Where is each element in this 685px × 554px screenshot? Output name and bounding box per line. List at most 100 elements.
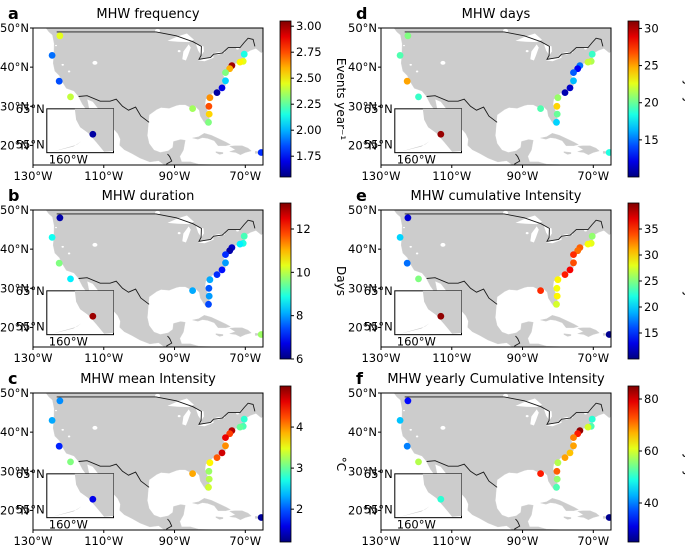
panel-e: 65°N 55°N 160°W 130°W 110°W 90°W 70°W 20°N 30°N 4… [348,186,685,365]
great-lake [182,409,191,426]
station-point [257,514,263,521]
country-border [78,277,150,305]
inset-station-point [437,495,445,503]
lake [421,13,427,18]
station-point [404,214,412,222]
inset-lon-160w: 160°W [49,518,88,532]
station-point [222,251,229,258]
great-lake [530,409,539,426]
inset-lat-55n: 55°N [364,503,393,517]
y-tick-label: 50°N [348,386,377,400]
station-point [222,442,229,450]
y-tick-label: 50°N [0,386,29,400]
great-lake [182,226,191,243]
station-point [205,467,213,475]
lake [409,428,412,431]
station-point [206,459,214,467]
station-point [403,259,411,267]
x-tick-label: 110°W [432,169,471,183]
map-frame [380,392,612,531]
station-point [189,287,197,294]
land-island [563,516,572,520]
great-lake [195,225,204,238]
panel-letter: e [356,186,367,205]
station-point [67,458,74,466]
x-tick-label: 130°W [13,169,52,183]
station-point [396,417,404,424]
panel-f: 65°N 55°N 160°W 130°W 110°W 90°W 70°W 20°N 30°N 4… [348,369,685,548]
y-tick-label: 30°N [348,281,377,295]
land-island [229,327,252,338]
colorbar-tick-label: 4 [296,420,303,434]
lake [440,60,446,65]
land-island [540,315,579,328]
x-tick-label: 90°W [507,351,539,365]
map-c [33,388,263,530]
inset-lat-65n: 65°N [364,102,393,116]
colorbar-tick-label: 2.50 [296,71,322,85]
panel-title: MHW cumulative Intensity [411,189,582,204]
y-tick-label: 30°N [348,99,377,113]
inset-lat-55n: 55°N [364,138,393,152]
lake [55,44,57,47]
colorbar-tick-label: 30 [644,248,659,262]
station-point [566,266,574,274]
x-tick-label: 130°W [361,534,400,548]
inset-lon-160w: 160°W [397,153,436,167]
station-point [553,102,561,110]
land-alaska [422,473,462,517]
inset-lat-55n: 55°N [16,138,45,152]
x-tick-label: 90°W [507,534,539,548]
inset-lon-160w: 160°W [397,335,436,349]
y-tick-label: 40°N [348,242,377,256]
station-point [55,259,63,267]
x-tick-label: 70°W [577,534,609,548]
station-point [240,50,248,58]
colorbar-tick-label: 2.25 [296,97,322,111]
colorbar-tick-label: 2.75 [296,45,322,59]
map-frame [380,209,612,348]
colorbar [627,202,640,360]
inset-station-point [89,495,97,503]
land-island [563,151,572,155]
panel-title: MHW duration [102,189,195,204]
colorbar-tick-label: 2.00 [296,123,322,137]
lake [479,205,485,209]
great-lake [530,44,539,61]
station-point [48,52,56,59]
lake [525,231,529,235]
station-point [56,397,64,405]
station-point [67,275,74,283]
station-point [584,423,592,431]
station-point [584,58,592,66]
lake [177,49,181,53]
y-tick-label: 40°N [348,425,377,439]
station-point [257,149,263,156]
x-tick-label: 70°W [229,351,261,365]
land-island [229,510,252,521]
lake [73,195,79,200]
station-point [554,94,562,102]
station-point [553,475,561,483]
station-point [48,417,56,424]
inset-lat-65n: 65°N [16,102,45,116]
y-tick-label: 20°N [348,320,377,334]
panel-b: 65°N 55°N 160°W 130°W 110°W 90°W 70°W 20°N 30°N 4… [0,186,348,366]
inset-lat-55n: 55°N [16,503,45,517]
inset-station-point [437,130,445,138]
colorbar-tick-label: 20 [644,300,659,314]
x-tick-label: 70°W [577,169,609,183]
station-point [236,240,244,248]
station-point [55,442,63,450]
y-tick-label: 50°N [348,203,377,217]
colorbar-label: °C [334,457,348,471]
lake [94,0,102,2]
lake [440,242,446,247]
inset-lat-55n: 55°N [364,320,393,334]
panel-a: 65°N 55°N 160°W 130°W 110°W 90°W 70°W 20°N 30°N 4… [0,0,348,183]
station-point [415,458,422,466]
lake [131,388,137,392]
station-point [553,483,560,491]
station-point [537,287,544,294]
panel-title: MHW yearly Cumulative Intensity [387,372,605,387]
